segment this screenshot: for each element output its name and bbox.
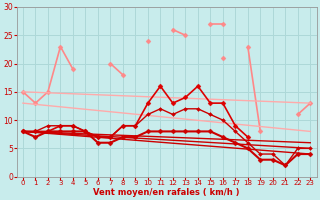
X-axis label: Vent moyen/en rafales ( km/h ): Vent moyen/en rafales ( km/h ) [93, 188, 240, 197]
